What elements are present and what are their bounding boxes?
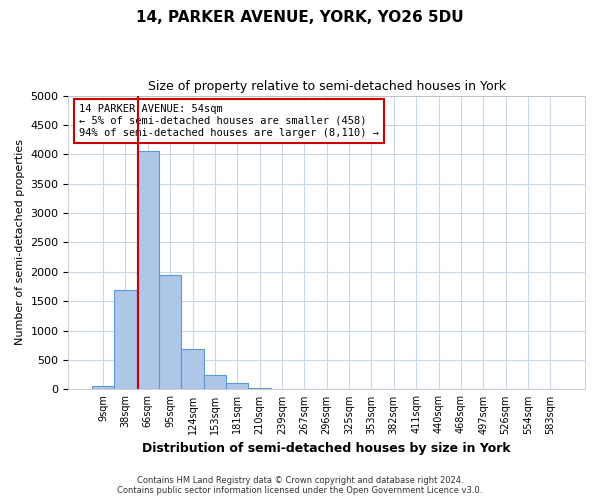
Bar: [137, 152, 159, 390]
Bar: [204, 374, 226, 390]
Bar: [92, 386, 114, 390]
Bar: [159, 275, 181, 390]
Y-axis label: Number of semi-detached properties: Number of semi-detached properties: [15, 140, 25, 346]
Bar: [114, 290, 137, 390]
Text: 14 PARKER AVENUE: 54sqm
← 5% of semi-detached houses are smaller (458)
94% of se: 14 PARKER AVENUE: 54sqm ← 5% of semi-det…: [79, 104, 379, 138]
X-axis label: Distribution of semi-detached houses by size in York: Distribution of semi-detached houses by …: [142, 442, 511, 455]
Bar: [181, 350, 204, 390]
Text: Contains HM Land Registry data © Crown copyright and database right 2024.
Contai: Contains HM Land Registry data © Crown c…: [118, 476, 482, 495]
Title: Size of property relative to semi-detached houses in York: Size of property relative to semi-detach…: [148, 80, 506, 93]
Bar: [248, 388, 271, 390]
Text: 14, PARKER AVENUE, YORK, YO26 5DU: 14, PARKER AVENUE, YORK, YO26 5DU: [136, 10, 464, 25]
Bar: [226, 383, 248, 390]
